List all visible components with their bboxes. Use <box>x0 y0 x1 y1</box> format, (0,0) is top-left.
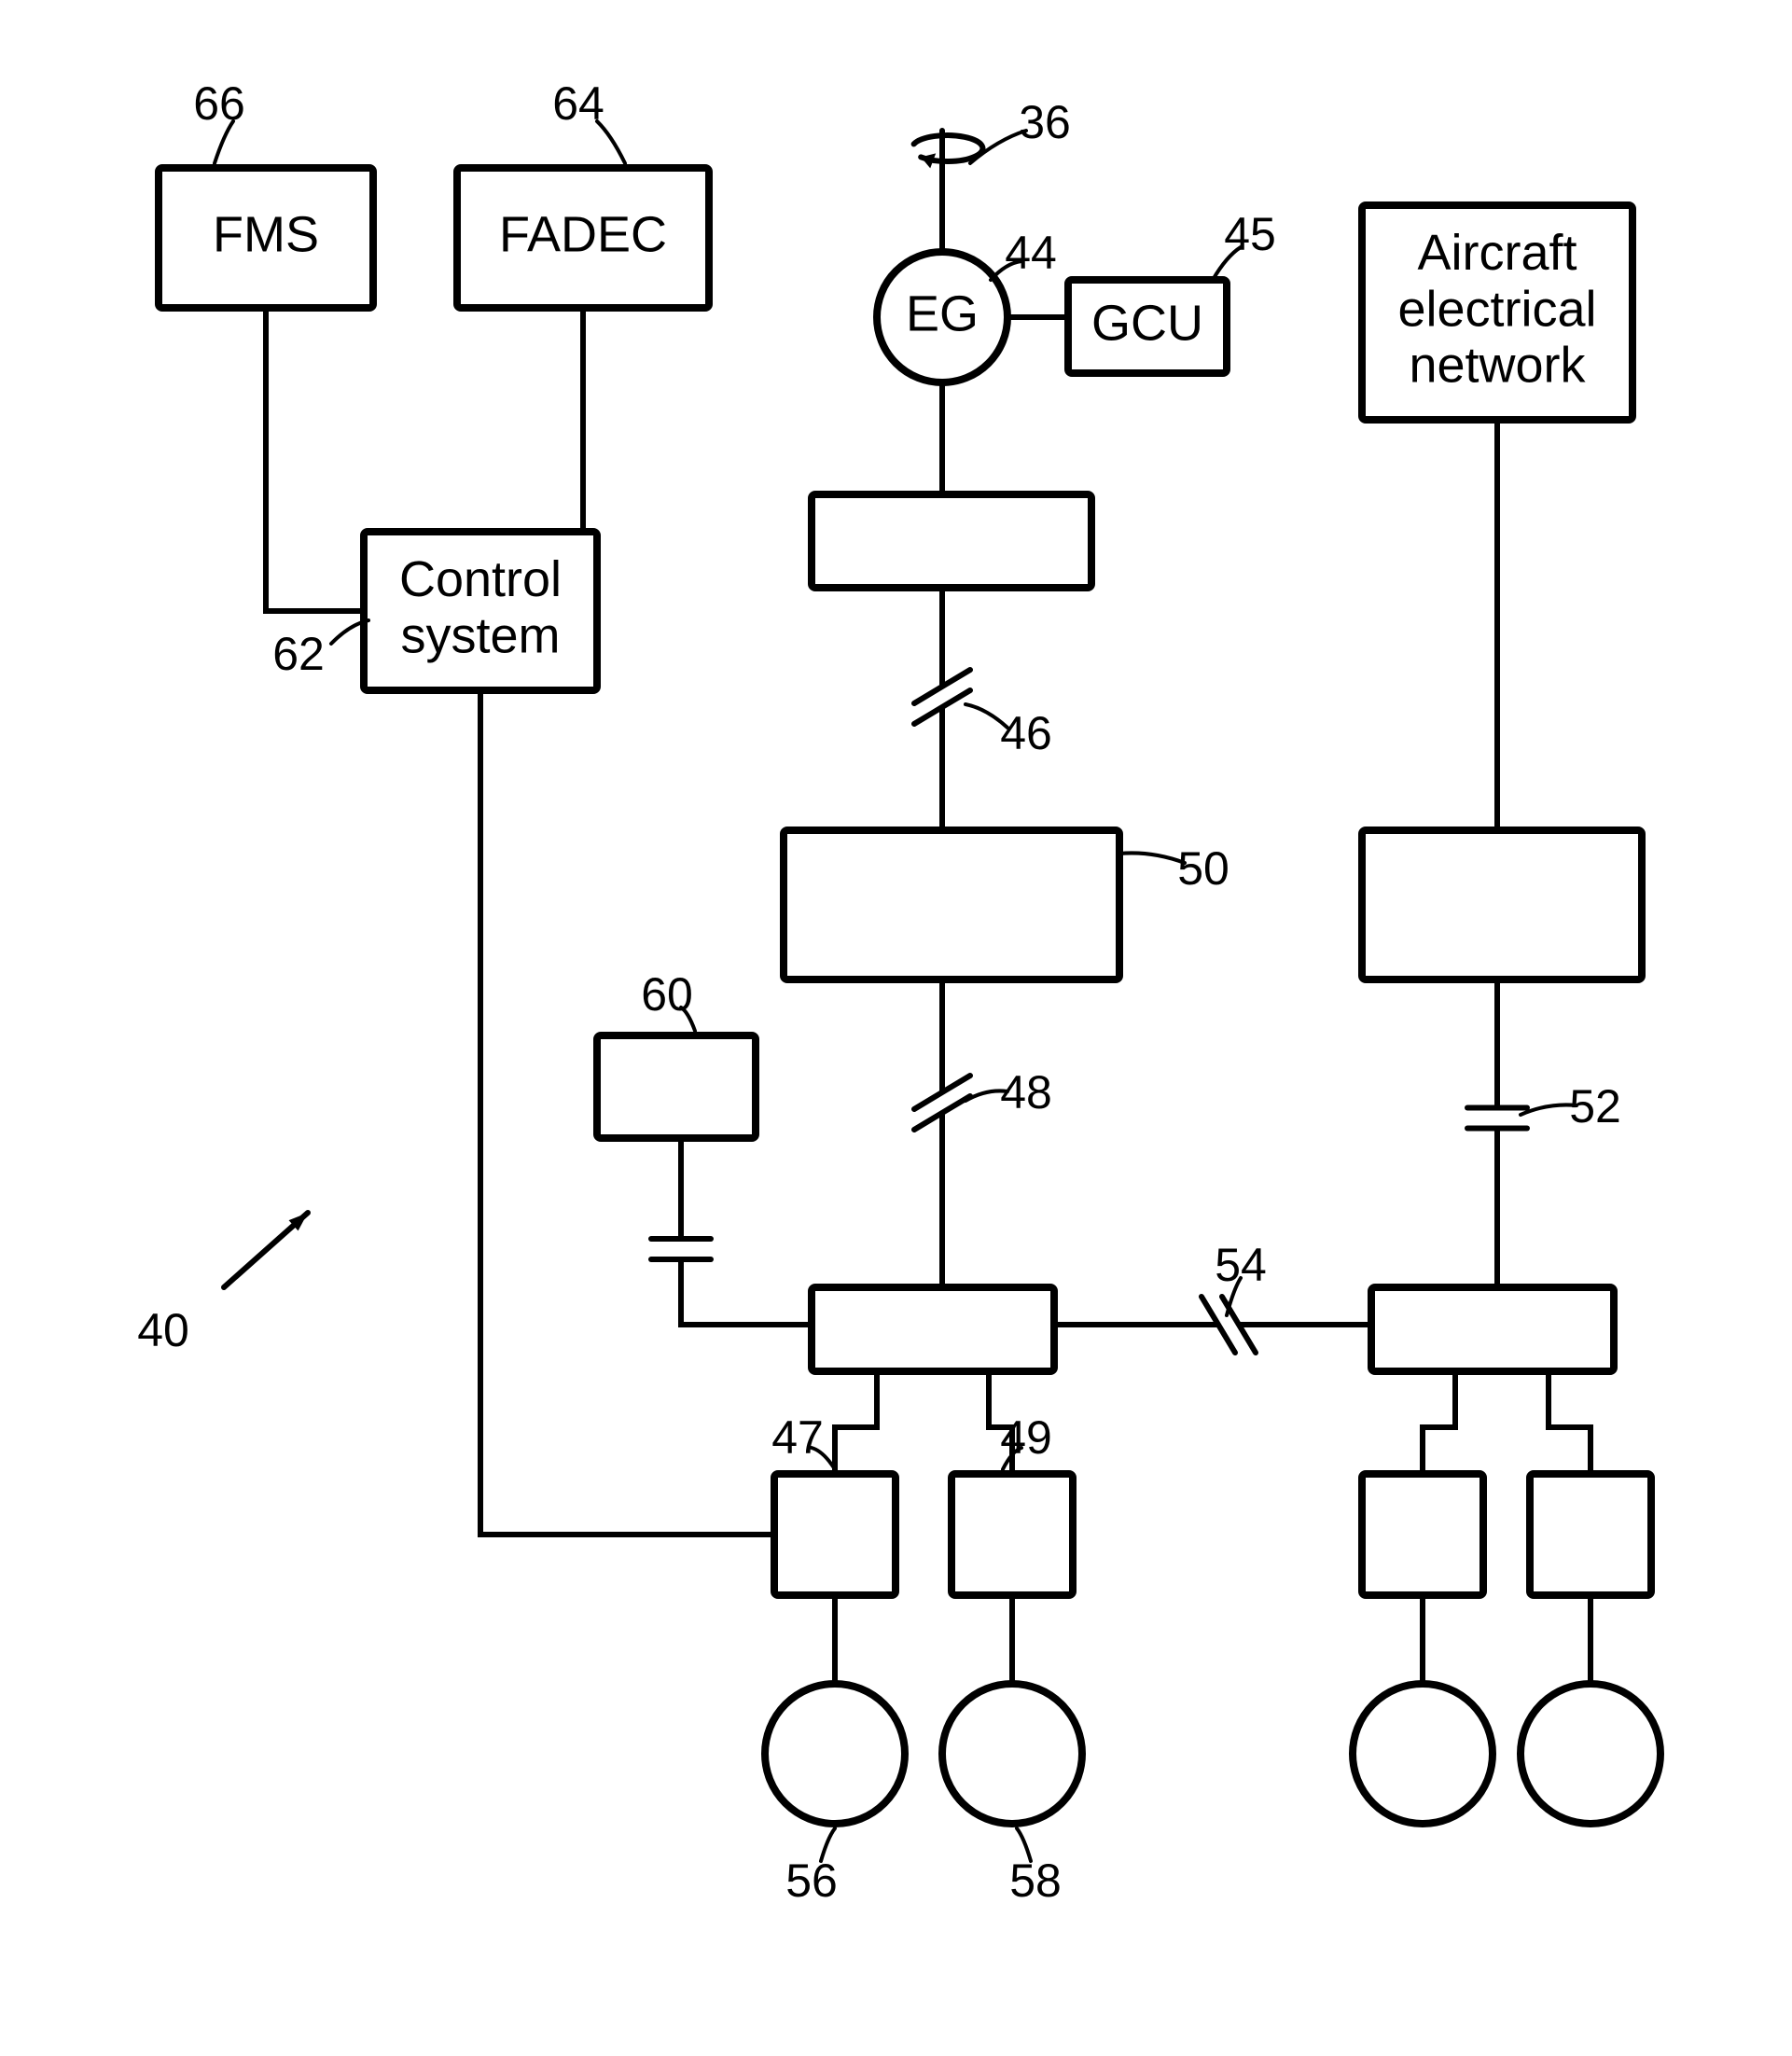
callout-48: 48 <box>1000 1066 1052 1118</box>
callout-58: 58 <box>1009 1855 1062 1907</box>
node-sR1 <box>1362 1474 1483 1595</box>
node-ctrl-label: system <box>400 608 560 664</box>
node-ctrl-label: Control <box>399 551 562 607</box>
node-b60 <box>597 1035 756 1138</box>
node-bR <box>1371 1287 1614 1371</box>
node-gcu-label: GCU <box>1091 295 1203 351</box>
callout-49: 49 <box>1000 1411 1052 1464</box>
node-net-label: network <box>1409 338 1586 394</box>
node-s47 <box>774 1474 896 1595</box>
node-c56 <box>765 1684 905 1824</box>
node-fms-label: FMS <box>213 206 319 262</box>
node-s49 <box>952 1474 1073 1595</box>
callout-60: 60 <box>641 968 693 1021</box>
callout-47: 47 <box>771 1411 824 1464</box>
callout-52: 52 <box>1569 1080 1621 1132</box>
node-fadec-label: FADEC <box>499 206 667 262</box>
node-cR1 <box>1353 1684 1493 1824</box>
node-b1 <box>812 494 1091 588</box>
node-net-label: electrical <box>1397 281 1596 337</box>
callout-36: 36 <box>1019 96 1071 148</box>
callout-40: 40 <box>137 1304 189 1356</box>
node-eg-label: EG <box>906 285 979 341</box>
node-c58 <box>942 1684 1082 1824</box>
callout-44: 44 <box>1005 227 1057 279</box>
callout-62: 62 <box>272 628 325 680</box>
node-sR2 <box>1530 1474 1651 1595</box>
callout-54: 54 <box>1215 1239 1267 1291</box>
callout-64: 64 <box>552 77 604 130</box>
node-bNet <box>1362 830 1642 979</box>
callout-56: 56 <box>785 1855 838 1907</box>
node-bL <box>812 1287 1054 1371</box>
callout-46: 46 <box>1000 707 1052 759</box>
callout-66: 66 <box>193 77 245 130</box>
callout-50: 50 <box>1177 842 1229 895</box>
node-cR2 <box>1521 1684 1660 1824</box>
node-b50 <box>784 830 1119 979</box>
node-net-label: Aircraft <box>1417 225 1577 281</box>
callout-45: 45 <box>1224 208 1276 260</box>
